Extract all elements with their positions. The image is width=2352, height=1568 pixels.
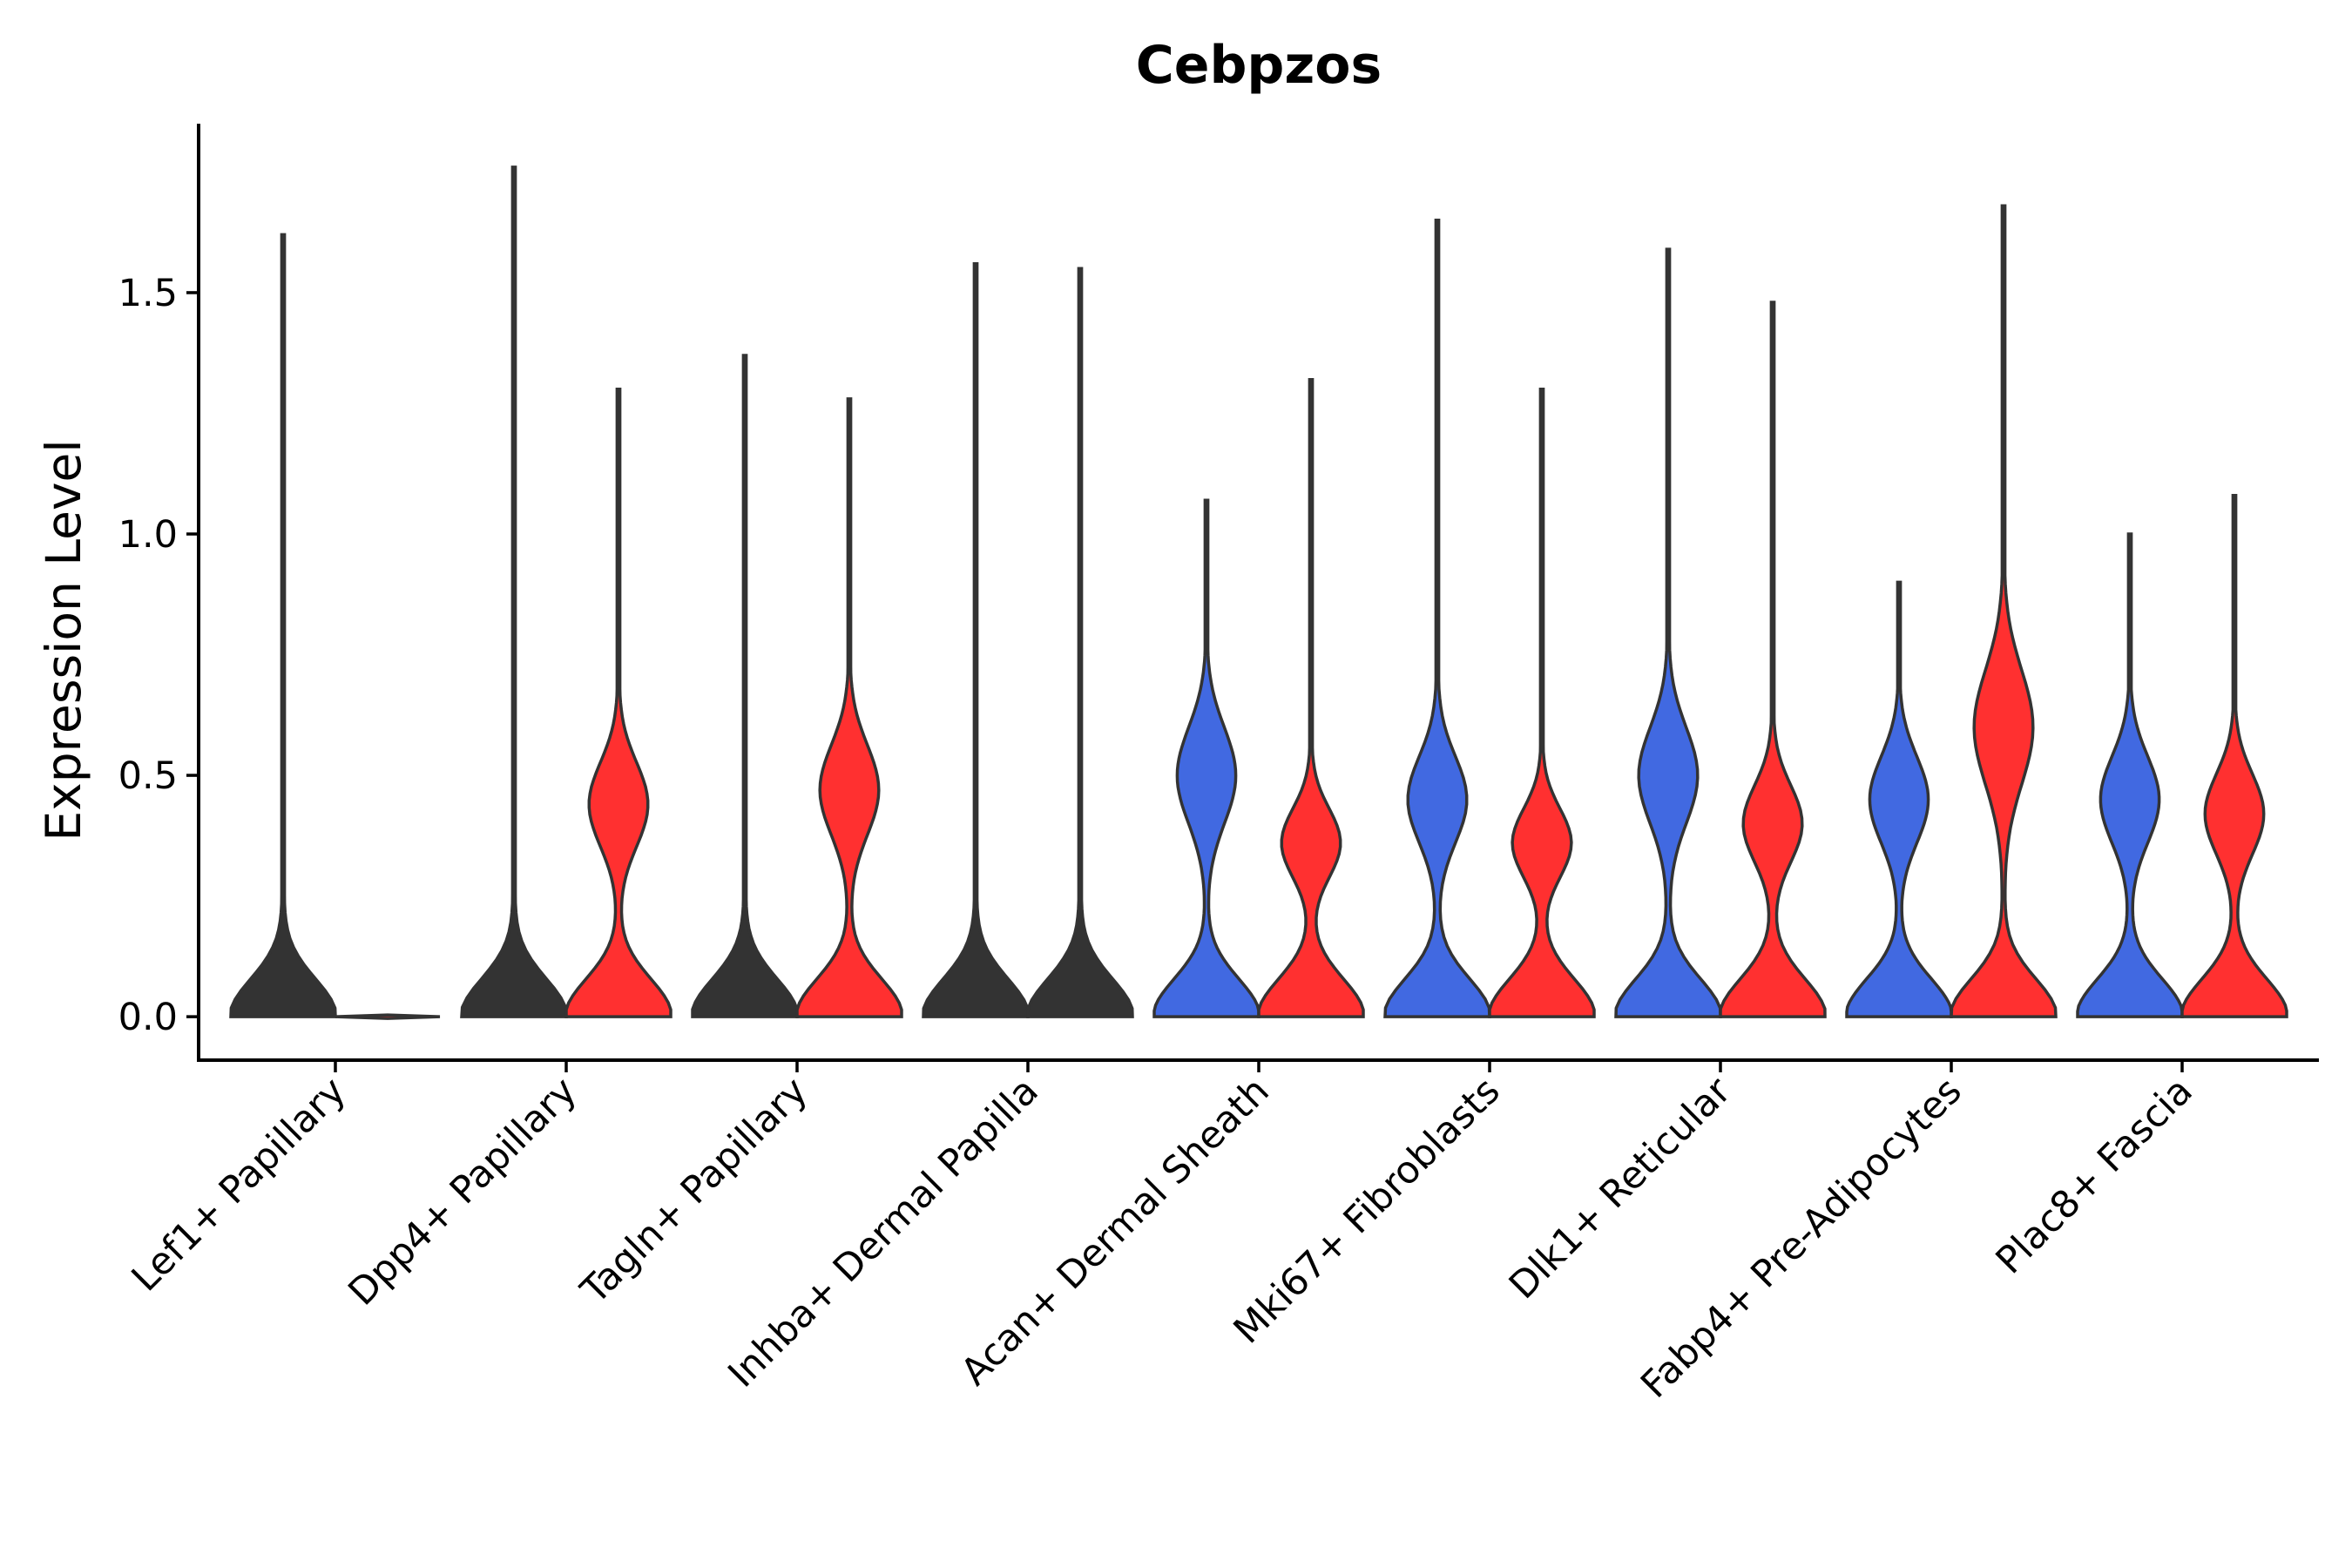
- violin-red: [2180, 493, 2288, 1018]
- y-tick-label: 1.0: [118, 513, 178, 557]
- violin-red: [1719, 301, 1827, 1018]
- x-tick-label: Plac8+ Fascia: [1988, 1069, 2201, 1282]
- x-tick-label: Lef1+ Papillary: [124, 1069, 355, 1300]
- y-axis-label: Expression Level: [36, 439, 91, 841]
- y-tick-label: 1.5: [118, 272, 178, 315]
- violin-blue: [1383, 219, 1491, 1018]
- y-tick-label: 0.5: [118, 754, 178, 798]
- y-tick-label: 0.0: [118, 996, 178, 1039]
- violin-blue: [691, 354, 799, 1018]
- chart-title: Cebpzos: [1136, 35, 1382, 96]
- violin-blue: [1845, 580, 1953, 1018]
- violin-blue: [229, 233, 337, 1018]
- violin-red: [1488, 388, 1596, 1018]
- x-tick-label: Mki67+ Fibroblasts: [1226, 1069, 1509, 1352]
- violin-blue: [1152, 498, 1260, 1018]
- violin-blue: [1614, 247, 1722, 1018]
- y-ticks-group: 0.0 0.5 1.0 1.5: [118, 272, 199, 1039]
- violins-group: [229, 166, 2288, 1020]
- violin-red: [335, 1013, 441, 1020]
- violin-red: [1950, 204, 2058, 1018]
- x-tick-label: Dlk1+ Reticular: [1501, 1069, 1740, 1308]
- x-tick-label: Tagln+ Papillary: [572, 1069, 816, 1313]
- violin-red: [795, 397, 903, 1018]
- x-tick-label: Dpp4+ Papillary: [341, 1069, 585, 1314]
- violin-blue: [460, 166, 568, 1018]
- violin-blue: [2076, 532, 2184, 1018]
- violin-red: [1257, 377, 1365, 1018]
- violin-blue: [922, 261, 1030, 1018]
- violin-red: [564, 388, 672, 1018]
- violin-red: [1026, 267, 1134, 1018]
